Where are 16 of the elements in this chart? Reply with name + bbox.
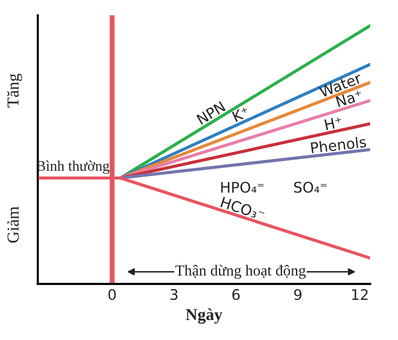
text: Tăng [7,74,22,108]
x-tick-label: 0 [108,289,116,300]
annotation: HPO₄⁼ [221,182,264,193]
text: HCO₃⁻ [220,196,266,220]
x-tick-label: 9 [294,289,302,300]
text: K⁺ [232,106,250,122]
annotation: Thận dừng hoạt động [175,264,306,279]
text: Phenols [310,136,366,154]
x-tick-label: 12 [352,289,368,300]
annotation: SO₄⁼ [294,182,326,193]
text: Giảm [7,206,19,243]
text: NPN [196,101,226,125]
x-tick-label: 6 [232,289,240,300]
text: H⁺ [324,116,343,130]
x-tick-label: 3 [170,289,178,300]
x-axis-title: Ngày [186,308,222,324]
